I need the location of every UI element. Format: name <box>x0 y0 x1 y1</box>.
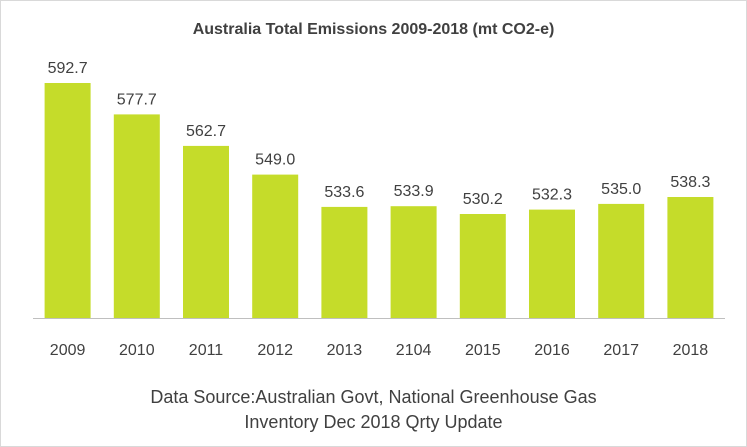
bar-2011 <box>183 145 229 318</box>
x-tick-label-2017: 2017 <box>603 342 639 359</box>
bar-2018 <box>667 197 714 318</box>
source-note: Data Source:Australian Govt, National Gr… <box>0 385 747 435</box>
source-note-line-1: Data Source:Australian Govt, National Gr… <box>150 387 597 407</box>
bar-2017 <box>598 203 645 318</box>
bar-2012 <box>252 174 299 318</box>
data-label-2104: 533.9 <box>394 183 434 200</box>
bars-group <box>44 83 714 319</box>
x-tick-label-2016: 2016 <box>534 342 570 359</box>
data-label-2015: 530.2 <box>463 191 503 208</box>
data-label-2013: 533.6 <box>324 184 364 201</box>
bar-2009 <box>44 83 91 318</box>
value-labels-group: 592.7 577.7 562.7 549.0 533.6 533.9 530.2 532.3… <box>48 60 711 208</box>
bar-2016 <box>529 209 575 318</box>
x-tick-label-2009: 2009 <box>50 342 86 359</box>
bar-2104 <box>390 206 437 318</box>
data-label-2012: 549.0 <box>255 152 295 169</box>
x-tick-label-2012: 2012 <box>257 342 293 359</box>
data-label-2011: 562.7 <box>186 123 226 140</box>
data-label-2010: 577.7 <box>117 91 157 108</box>
chart-title: Australia Total Emissions 2009-2018 (mt … <box>192 21 555 38</box>
data-label-2016: 532.3 <box>532 187 572 204</box>
bar-2010 <box>113 114 160 319</box>
data-label-2018: 538.3 <box>670 174 710 191</box>
x-tick-label-2010: 2010 <box>119 342 155 359</box>
x-tick-label-2018: 2018 <box>673 342 709 359</box>
data-label-2017: 535.0 <box>601 181 641 198</box>
x-tick-label-2011: 2011 <box>189 342 224 359</box>
data-label-2009: 592.7 <box>48 60 88 77</box>
bar-2013 <box>321 206 368 318</box>
source-note-line-2: Inventory Dec 2018 Qrty Update <box>244 412 503 432</box>
bar-2015 <box>459 214 506 318</box>
x-tick-label-2104: 2104 <box>396 342 432 359</box>
x-tick-labels-group: 2009 2010 2011 2012 2013 2104 2015 2016 2017 2018 <box>50 342 708 359</box>
x-tick-label-2015: 2015 <box>465 342 501 359</box>
x-tick-label-2013: 2013 <box>327 342 363 359</box>
